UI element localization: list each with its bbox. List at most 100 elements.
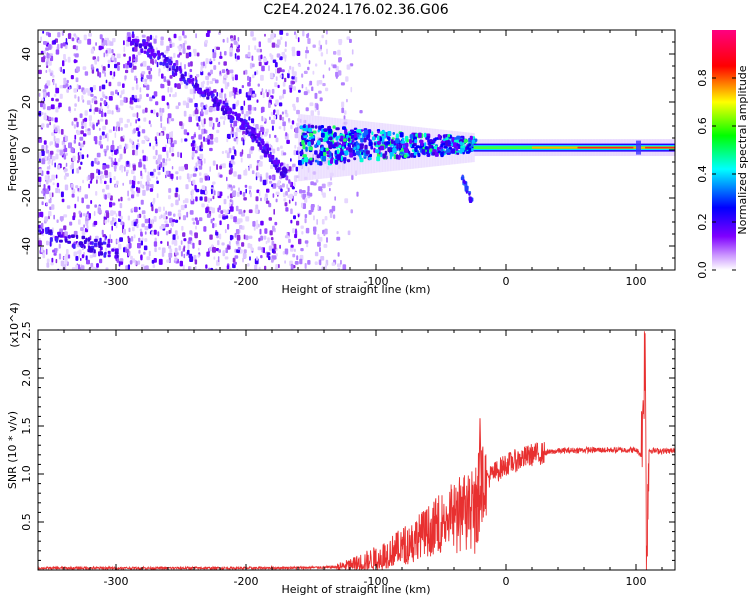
spectrogram-noise-cell <box>173 240 178 246</box>
spectrogram-noise-cell <box>83 140 86 145</box>
spectrogram-noise-cell <box>167 241 169 247</box>
spectrogram-noise-cell <box>55 187 59 194</box>
spectrogram-noise-cell <box>58 67 61 71</box>
spectrogram-noise-cell <box>268 245 273 251</box>
spectrogram-noise-cell <box>226 209 229 214</box>
spectrogram-line-cell <box>331 144 336 147</box>
spectrogram-noise-cell <box>302 194 306 200</box>
spectrogram-noise-cell <box>209 58 212 62</box>
spectrogram-noise-cell <box>97 56 100 62</box>
spectrogram-noise-cell <box>56 219 59 223</box>
spectrogram-noise-cell <box>69 221 73 226</box>
spectrogram-noise-cell <box>165 210 167 215</box>
spectrogram-noise-cell <box>211 188 213 195</box>
spectrogram-noise-cell <box>135 105 139 109</box>
spectrogram-noise-cell <box>235 240 239 245</box>
spectrogram-noise-cell <box>306 191 310 196</box>
spectrogram-noise-cell <box>231 133 234 138</box>
spectrogram-noise-cell <box>263 57 267 63</box>
spectrogram-line-cell <box>395 133 399 139</box>
spectrogram-noise-cell <box>270 34 274 40</box>
spectrogram-track-cell <box>236 113 241 117</box>
spectrogram-noise-cell <box>158 68 161 73</box>
spectrogram-track-cell <box>256 133 261 137</box>
spectrogram-x-axis-label: Height of straight line (km) <box>281 283 430 296</box>
spectrogram-noise-cell <box>308 210 312 215</box>
spectrogram-noise-cell <box>294 248 296 252</box>
spectrogram-noise-cell <box>76 130 81 136</box>
spectrogram-noise-cell <box>269 72 274 79</box>
spectrogram-noise-cell <box>134 46 138 52</box>
spectrogram-noise-cell <box>284 56 287 62</box>
spectrogram-noise-cell <box>272 59 277 63</box>
snr-ytick-label: 1.0 <box>20 465 33 483</box>
spectrogram-noise-cell <box>93 211 96 216</box>
spectrogram-noise-cell <box>133 97 138 103</box>
spectrogram-noise-cell <box>215 231 219 236</box>
spectrogram-noise-cell <box>288 199 291 204</box>
colorbar-tick-label: 0.0 <box>696 261 709 279</box>
spectrogram-line-halo <box>368 121 371 174</box>
spectrogram-noise-cell <box>276 109 280 116</box>
spectrogram-noise-cell <box>230 123 233 128</box>
spectrogram-noise-cell <box>108 156 111 160</box>
spectrogram-noise-cell <box>99 179 103 184</box>
spectrogram-noise-cell <box>310 204 315 208</box>
spectrogram-noise-cell <box>182 215 186 221</box>
spectrogram-line-cell <box>441 148 444 152</box>
spectrogram-track-cell <box>88 246 91 251</box>
spectrogram-noise-cell <box>105 95 108 100</box>
spectrogram-line-cell <box>361 151 364 156</box>
spectrogram-noise-cell <box>235 229 240 235</box>
spectrogram-noise-cell <box>212 52 217 58</box>
spectrogram-noise-cell <box>237 246 241 250</box>
spectrogram-line-cell <box>442 138 446 142</box>
spectrogram-noise-cell <box>214 79 219 84</box>
spectrogram-noise-cell <box>290 158 292 162</box>
spectrogram-noise-cell <box>219 116 224 120</box>
spectrogram-noise-cell <box>287 72 290 79</box>
spectrogram-noise-cell <box>201 203 205 208</box>
spectrogram-noise-cell <box>216 129 220 134</box>
spectrogram-line-cell <box>365 150 370 155</box>
spectrogram-noise-cell <box>41 145 45 151</box>
spectrogram-noise-cell <box>267 252 271 256</box>
spectrogram-noise-cell <box>166 102 169 106</box>
spectrogram-noise-cell <box>341 101 345 108</box>
spectrogram-noise-cell <box>114 132 117 138</box>
spectrogram-noise-cell <box>225 215 229 219</box>
colorbar-tick-label: 0.8 <box>696 69 709 87</box>
spectrogram-noise-cell <box>197 247 200 251</box>
spectrogram-noise-cell <box>99 135 102 141</box>
spectrogram-noise-cell <box>168 188 172 193</box>
spectrogram-noise-cell <box>317 110 320 116</box>
spectrogram-noise-cell <box>115 89 118 95</box>
spectrogram-noise-cell <box>55 83 57 89</box>
spectrogram-line-halo <box>452 130 455 165</box>
spectrogram-ytick-label: -40 <box>20 237 33 255</box>
spectrogram-noise-cell <box>294 76 298 83</box>
spectrogram-track-cell <box>49 231 52 235</box>
spectrogram-noise-cell <box>263 117 266 122</box>
spectrogram-noise-cell <box>156 176 158 180</box>
spectrogram-track-cell <box>220 107 225 112</box>
spectrogram-noise-cell <box>182 30 185 36</box>
spectrogram-noise-cell <box>199 172 202 176</box>
spectrogram-noise-cell <box>155 47 158 52</box>
spectrogram-noise-cell <box>139 228 143 232</box>
spectrogram-line-cell <box>348 147 353 153</box>
spectrogram-noise-cell <box>196 146 199 151</box>
spectrogram-noise-cell <box>62 60 65 67</box>
spectrogram-noise-cell <box>86 204 90 209</box>
spectrogram-noise-cell <box>111 110 114 115</box>
spectrogram-noise-cell <box>107 192 111 199</box>
spectrogram-noise-cell <box>93 136 98 142</box>
spectrogram-noise-cell <box>99 85 102 92</box>
spectrogram-noise-cell <box>222 163 226 169</box>
spectrogram-noise-cell <box>43 140 47 145</box>
spectrogram-noise-cell <box>249 62 253 69</box>
spectrogram-noise-cell <box>247 51 251 57</box>
spectrogram-noise-cell <box>82 90 86 95</box>
spectrogram-noise-cell <box>72 215 76 221</box>
spectrogram-noise-cell <box>90 104 92 110</box>
